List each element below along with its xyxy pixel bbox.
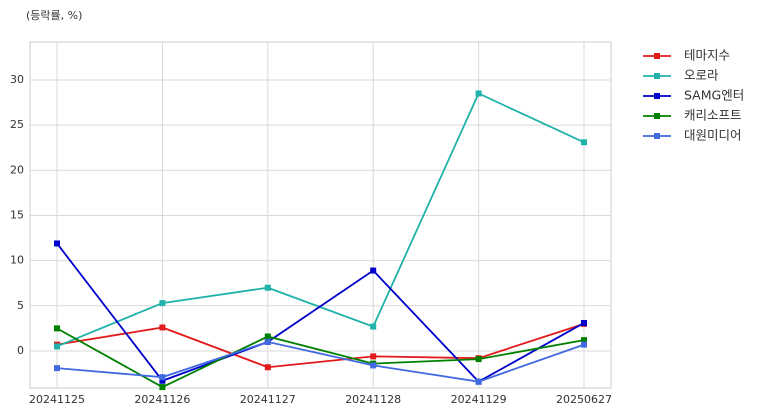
- point-marker: [54, 325, 60, 332]
- y-tick-label: 5: [17, 299, 24, 312]
- point-marker: [54, 365, 60, 372]
- series-line: [56, 242, 585, 383]
- legend-label: 오로라: [684, 68, 719, 83]
- series-line: [56, 323, 585, 369]
- legend-label: 캐리소프트: [684, 108, 742, 123]
- legend-label: 대원미디어: [684, 128, 742, 143]
- point-marker: [581, 319, 587, 326]
- legend-marker: [654, 133, 660, 139]
- x-tick-label: 20241126: [134, 393, 190, 406]
- point-marker: [370, 353, 377, 360]
- point-marker: [370, 267, 377, 274]
- x-tick-label: 20241129: [451, 393, 507, 406]
- point-marker: [54, 343, 60, 350]
- point-marker: [370, 323, 377, 330]
- point-marker: [475, 90, 482, 97]
- series-line: [56, 327, 585, 389]
- y-tick-label: 15: [10, 208, 24, 221]
- point-marker: [581, 337, 587, 344]
- legend-marker: [654, 113, 660, 119]
- point-marker: [159, 324, 166, 331]
- y-tick-label: 20: [10, 163, 24, 176]
- x-tick-label: 20241127: [240, 393, 296, 406]
- point-marker: [370, 362, 377, 369]
- point-marker: [475, 378, 482, 385]
- point-marker: [264, 338, 271, 345]
- y-tick-label: 0: [17, 344, 24, 357]
- point-marker: [159, 300, 166, 307]
- legend-label: SAMG엔터: [684, 88, 744, 103]
- legend-marker: [654, 73, 660, 79]
- point-marker: [581, 139, 587, 146]
- point-marker: [159, 377, 166, 384]
- y-tick-label: 30: [10, 73, 24, 86]
- series-line: [56, 340, 585, 383]
- point-marker: [264, 333, 271, 340]
- chart-title: (등락률, %): [26, 9, 82, 22]
- point-marker: [581, 341, 587, 348]
- y-tick-label: 10: [10, 254, 24, 267]
- legend-marker: [654, 53, 660, 59]
- point-marker: [475, 356, 482, 363]
- y-tick-label: 25: [10, 118, 24, 131]
- x-tick-label: 20241128: [345, 393, 401, 406]
- x-tick-label: 20250627: [556, 393, 612, 406]
- point-marker: [159, 374, 166, 381]
- legend-label: 테마지수: [684, 48, 730, 63]
- point-marker: [54, 240, 60, 247]
- x-tick-label: 20241125: [29, 393, 85, 406]
- point-marker: [159, 384, 166, 391]
- point-marker: [264, 284, 271, 291]
- legend-marker: [654, 93, 660, 99]
- point-marker: [264, 364, 271, 371]
